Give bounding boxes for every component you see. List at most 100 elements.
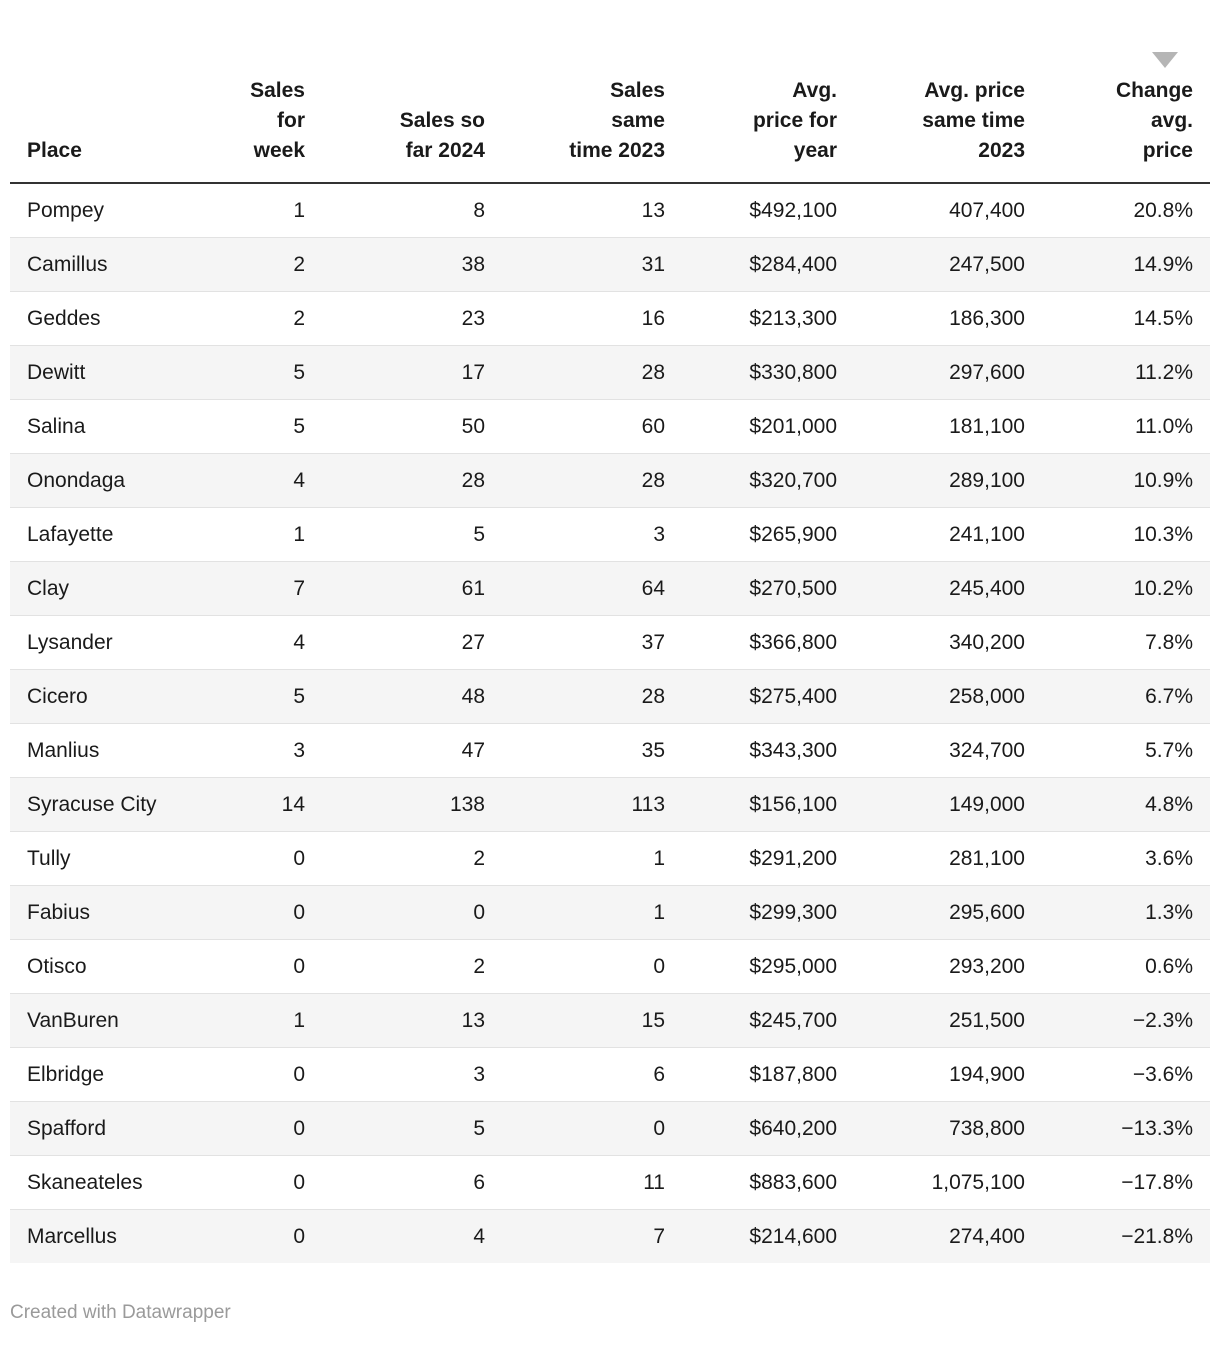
cell-sales-same-time-2023: 6 xyxy=(500,1047,680,1102)
header-row: Place Sales for week Sales so far 2024 S… xyxy=(10,0,1210,184)
col-header-avg-price-same-time-2023[interactable]: Avg. price same time 2023 xyxy=(852,0,1040,184)
cell-avg-price-for-year: $201,000 xyxy=(680,399,852,454)
cell-avg-price-same-time-2023: 181,100 xyxy=(852,399,1040,454)
cell-sales-same-time-2023: 1 xyxy=(500,831,680,886)
col-header-sales-for-week-label: Sales for week xyxy=(250,79,305,162)
table-row: Clay 7 61 64 $270,500 245,400 10.2% xyxy=(10,561,1210,616)
cell-sales-so-far-2024: 61 xyxy=(320,561,500,616)
col-header-sales-so-far-2024-label: Sales so far 2024 xyxy=(399,109,485,162)
table-row: Spafford 0 5 0 $640,200 738,800 −13.3% xyxy=(10,1101,1210,1156)
cell-sales-same-time-2023: 11 xyxy=(500,1155,680,1210)
cell-sales-so-far-2024: 3 xyxy=(320,1047,500,1102)
cell-sales-for-week: 2 xyxy=(175,237,320,292)
cell-change-avg-price: 1.3% xyxy=(1040,885,1210,940)
table-row: Onondaga 4 28 28 $320,700 289,100 10.9% xyxy=(10,453,1210,508)
cell-change-avg-price: 14.5% xyxy=(1040,291,1210,346)
cell-sales-so-far-2024: 23 xyxy=(320,291,500,346)
table-row: Marcellus 0 4 7 $214,600 274,400 −21.8% xyxy=(10,1209,1210,1263)
cell-sales-for-week: 7 xyxy=(175,561,320,616)
col-header-sales-so-far-2024[interactable]: Sales so far 2024 xyxy=(320,0,500,184)
cell-sales-same-time-2023: 3 xyxy=(500,507,680,562)
cell-avg-price-same-time-2023: 407,400 xyxy=(949,199,1025,222)
cell-place: Spafford xyxy=(10,1101,175,1156)
cell-change-avg-price: −2.3% xyxy=(1040,993,1210,1048)
cell-sales-so-far-2024: 28 xyxy=(320,453,500,508)
table-row: Fabius 0 0 1 $299,300 295,600 1.3% xyxy=(10,885,1210,940)
table-row: Pompey 1 8 13 $492,100 407,400 20.8% xyxy=(10,183,1210,238)
col-header-sales-same-time-2023[interactable]: Sales same time 2023 xyxy=(500,0,680,184)
cell-sales-same-time-2023: 0 xyxy=(500,939,680,994)
cell-sales-same-time-2023: 1 xyxy=(500,885,680,940)
cell-sales-for-week: 5 xyxy=(175,399,320,454)
table-row: Cicero 5 48 28 $275,400 258,000 6.7% xyxy=(10,669,1210,724)
cell-avg-price-for-year: $213,300 xyxy=(680,291,852,346)
cell-place: Lysander xyxy=(10,615,175,670)
attribution-link[interactable]: Created with Datawrapper xyxy=(10,1302,231,1323)
cell-change-avg-price: −13.3% xyxy=(1040,1101,1210,1156)
table-row: Camillus 2 38 31 $284,400 247,500 14.9% xyxy=(10,237,1210,292)
cell-sales-for-week: 0 xyxy=(175,1047,320,1102)
col-header-avg-price-same-time-2023-label: Avg. price same time 2023 xyxy=(922,79,1025,162)
cell-avg-price-for-year: $883,600 xyxy=(680,1155,852,1210)
cell-sales-same-time-2023: 15 xyxy=(500,993,680,1048)
cell-place: Geddes xyxy=(10,291,175,346)
cell-change-avg-price: 14.9% xyxy=(1040,237,1210,292)
cell-avg-price-for-year: $299,300 xyxy=(680,885,852,940)
col-header-sales-same-time-2023-label: Sales same time 2023 xyxy=(569,79,665,162)
cell-sales-for-week: 0 xyxy=(175,1209,320,1263)
table-row: Dewitt 5 17 28 $330,800 297,600 11.2% xyxy=(10,345,1210,400)
cell-sales-same-time-2023: 37 xyxy=(500,615,680,670)
cell-sales-for-week: 5 xyxy=(175,669,320,724)
cell-sales-so-far-2024: 38 xyxy=(320,237,500,292)
cell-change-avg-price: 20.8% xyxy=(1133,199,1193,222)
col-header-avg-price-for-year[interactable]: Avg. price for year xyxy=(680,0,852,184)
cell-place: Syracuse City xyxy=(10,777,175,832)
cell-avg-price-same-time-2023: 297,600 xyxy=(852,345,1040,400)
cell-place: Onondaga xyxy=(10,453,175,508)
cell-change-avg-price: 11.2% xyxy=(1040,345,1210,400)
cell-place: Elbridge xyxy=(10,1047,175,1102)
cell-place: Fabius xyxy=(10,885,175,940)
cell-sales-same-time-2023: 16 xyxy=(500,291,680,346)
col-header-change-avg-price[interactable]: Change avg. price xyxy=(1040,0,1210,184)
cell-sales-for-week: 0 xyxy=(175,885,320,940)
cell-avg-price-same-time-2023: 245,400 xyxy=(852,561,1040,616)
cell-place: Pompey xyxy=(27,199,105,222)
cell-sales-so-far-2024: 27 xyxy=(320,615,500,670)
cell-sales-same-time-2023: 28 xyxy=(500,345,680,400)
cell-sales-for-week: 4 xyxy=(175,453,320,508)
cell-change-avg-price: 7.8% xyxy=(1040,615,1210,670)
cell-change-avg-price: 10.9% xyxy=(1040,453,1210,508)
col-header-sales-for-week[interactable]: Sales for week xyxy=(175,0,320,184)
cell-sales-same-time-2023: 13 xyxy=(641,199,665,222)
cell-avg-price-for-year: $275,400 xyxy=(680,669,852,724)
cell-sales-so-far-2024: 0 xyxy=(320,885,500,940)
cell-avg-price-same-time-2023: 247,500 xyxy=(852,237,1040,292)
cell-avg-price-for-year: $492,100 xyxy=(749,199,837,222)
cell-change-avg-price: 3.6% xyxy=(1040,831,1210,886)
cell-place: Salina xyxy=(10,399,175,454)
cell-sales-for-week: 2 xyxy=(175,291,320,346)
cell-avg-price-same-time-2023: 289,100 xyxy=(852,453,1040,508)
col-header-place[interactable]: Place xyxy=(10,0,175,184)
cell-sales-same-time-2023: 60 xyxy=(500,399,680,454)
cell-sales-for-week: 5 xyxy=(175,345,320,400)
cell-sales-for-week: 1 xyxy=(293,199,305,222)
cell-sales-so-far-2024: 8 xyxy=(473,199,485,222)
cell-sales-for-week: 0 xyxy=(175,939,320,994)
cell-change-avg-price: 5.7% xyxy=(1040,723,1210,778)
cell-change-avg-price: 0.6% xyxy=(1040,939,1210,994)
cell-avg-price-for-year: $245,700 xyxy=(680,993,852,1048)
cell-sales-same-time-2023: 7 xyxy=(500,1209,680,1263)
cell-avg-price-for-year: $270,500 xyxy=(680,561,852,616)
cell-avg-price-for-year: $640,200 xyxy=(680,1101,852,1156)
cell-sales-so-far-2024: 47 xyxy=(320,723,500,778)
cell-place: Clay xyxy=(10,561,175,616)
cell-avg-price-same-time-2023: 251,500 xyxy=(852,993,1040,1048)
cell-sales-so-far-2024: 2 xyxy=(320,939,500,994)
cell-sales-so-far-2024: 17 xyxy=(320,345,500,400)
table-row: Skaneateles 0 6 11 $883,600 1,075,100 −17.8% xyxy=(10,1155,1210,1210)
table-row: VanBuren 1 13 15 $245,700 251,500 −2.3% xyxy=(10,993,1210,1048)
cell-avg-price-same-time-2023: 1,075,100 xyxy=(852,1155,1040,1210)
cell-change-avg-price: −3.6% xyxy=(1040,1047,1210,1102)
